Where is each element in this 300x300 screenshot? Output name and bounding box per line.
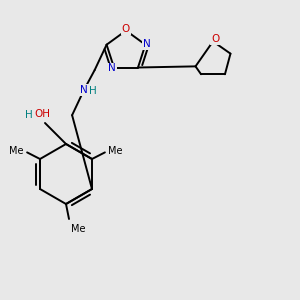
Text: H: H — [25, 110, 32, 120]
Text: N: N — [143, 39, 151, 49]
Text: Me: Me — [70, 224, 85, 233]
Text: Me: Me — [9, 146, 23, 156]
Text: N: N — [108, 63, 116, 74]
Text: H: H — [88, 86, 96, 96]
Text: O: O — [122, 24, 130, 34]
Text: OH: OH — [34, 109, 50, 119]
Text: Me: Me — [109, 146, 123, 156]
Text: N: N — [80, 85, 88, 95]
Text: O: O — [211, 34, 219, 44]
